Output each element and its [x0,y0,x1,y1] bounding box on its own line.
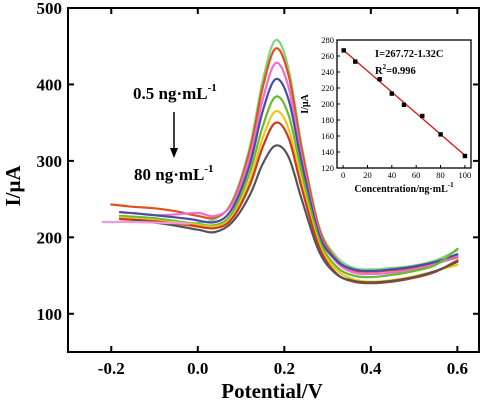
inset-r2-value: =0.996 [386,66,416,77]
dpv-curve-5 [118,95,459,279]
annotation-bottom-label: 80 ng·mL-1 [134,163,214,184]
y-tick-label: 200 [37,228,63,247]
inset-y-axis-title: I/μA [300,93,311,113]
y-tick-label: 500 [37,0,63,18]
inset-r2: R2=0.996 [375,63,416,77]
annotation-top-sup: -1 [208,82,217,94]
inset-y-tick-label: 140 [321,147,334,157]
inset-y-tick-label: 240 [321,67,334,77]
inset-r2-sup: 2 [383,63,387,71]
inset-chart: 0 20 40 60 80 100120140160180200220240260280 … [300,35,472,195]
main-x-axis-title: Potential/V [221,379,322,403]
inset-x-tick-label: 0 [341,170,345,180]
annotation-bottom-sup: -1 [204,163,213,175]
inset-equation: I=267.72-1.32C [375,49,443,60]
main-plot-frame [67,7,480,353]
inset-data-point [420,113,425,119]
inset-y-tick-label: 200 [321,99,334,109]
inset-y-tick-label: 280 [321,35,334,45]
inset-x-tick-label: 60 [412,170,421,180]
inset-data-point [377,77,382,82]
dpv-curve-4 [118,77,459,273]
x-tick-label: 0.0 [187,359,208,378]
inset-x-axis-title-sup: -1 [448,181,454,189]
inset-data-point [462,153,468,159]
inset-x-axis-title-text: Concentration/ng·mL [354,184,448,195]
inset-y-tick-label: 260 [321,51,334,61]
annotation-top-label: 0.5 ng·mL-1 [133,82,217,103]
inset-y-tick-label: 220 [321,83,334,93]
inset-r2-label: R [375,66,383,77]
dpv-curve-3 [131,61,459,276]
y-tick-label: 100 [37,305,63,324]
inset-data-point [389,91,395,96]
inset-x-tick-label: 100 [459,170,472,180]
inset-x-tick-label: 40 [388,170,397,180]
annotation-arrow-head [170,148,178,158]
inset-data-point [341,48,346,53]
annotation-bottom-text: 80 ng·mL [134,165,204,184]
inset-data-point [438,132,443,137]
inset-x-axis-title: Concentration/ng·mL-1 [354,181,454,195]
y-tick-label: 400 [37,75,63,94]
main-y-axis-title: I/μA [1,165,25,207]
y-tick-label: 300 [37,152,63,171]
inset-axis-ticks: 0 20 40 60 80 100 120 140 160 180 200 220 240 260 280 [321,35,471,180]
x-tick-label: 0.2 [274,359,295,378]
inset-y-tick-label: 120 [321,163,334,173]
x-tick-label: 0.4 [360,359,382,378]
annotation-top-text: 0.5 ng·mL [133,84,208,103]
x-tick-label: -0.2 [98,359,125,378]
inset-y-tick-label: 180 [321,115,334,125]
dpv-curve-8 [131,144,459,284]
x-tick-label: 0.6 [447,359,468,378]
main-curves [101,38,459,285]
dpv-curve-9 [101,220,191,225]
inset-x-tick-label: 20 [363,170,372,180]
inset-y-tick-label: 160 [321,131,334,141]
inset-data-point [401,102,407,107]
inset-x-tick-label: 80 [436,170,445,180]
inset-data-point [353,59,358,64]
inset-content [341,48,468,159]
